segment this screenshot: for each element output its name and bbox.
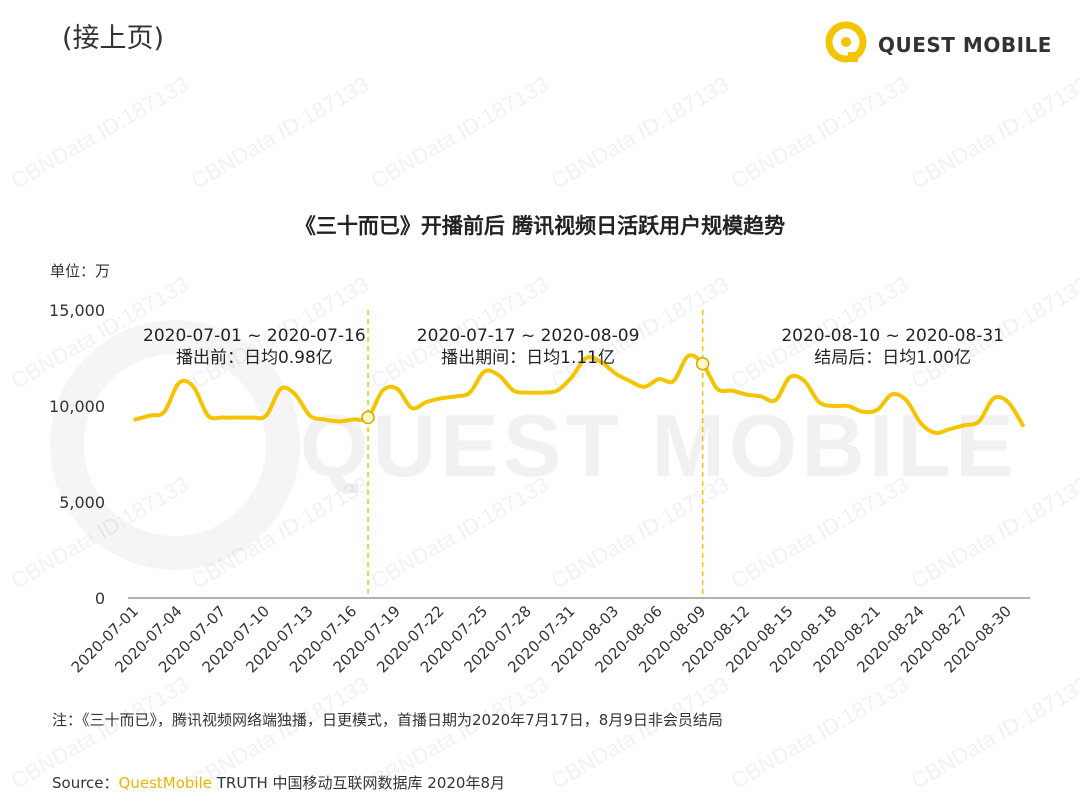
source-line: Source：QuestMobile TRUTH 中国移动互联网数据库 2020… (52, 772, 505, 793)
period-range-label: 2020-08-10 ~ 2020-08-31 (781, 326, 1004, 346)
source-prefix: Source： (52, 774, 119, 792)
period-range-label: 2020-07-17 ~ 2020-08-09 (417, 326, 640, 346)
series-line (133, 353, 1025, 436)
source-text: TRUTH 中国移动互联网数据库 2020年8月 (211, 774, 506, 792)
period-average-label: 结局后：日均1.00亿 (814, 348, 971, 368)
questmobile-logo-icon (825, 21, 867, 63)
footnote: 注：《三十而已》，腾讯视频网络端独播，日更模式，首播日期为2020年7月17日，… (52, 711, 723, 729)
period-average-label: 播出前：日均0.98亿 (176, 348, 333, 368)
y-tick-label: 5,000 (59, 493, 105, 512)
background-watermark: QUEST MOBILE (300, 396, 1018, 495)
y-tick-label: 0 (95, 589, 105, 608)
unit-label: 单位：万 (50, 262, 111, 280)
chart-title: 《三十而已》开播前后 腾讯视频日活跃用户规模趋势 (294, 214, 786, 238)
data-point-marker (361, 410, 375, 425)
brand-name: QUEST MOBILE (878, 33, 1052, 57)
period-range-label: 2020-07-01 ~ 2020-07-16 (143, 326, 366, 346)
y-tick-label: 10,000 (49, 397, 105, 416)
y-tick-label: 15,000 (49, 301, 105, 320)
period-average-label: 播出期间：日均1.11亿 (441, 348, 615, 368)
continued-label: (接上页) (62, 23, 165, 54)
source-brand: QuestMobile (118, 774, 212, 792)
data-point-marker (695, 357, 710, 371)
